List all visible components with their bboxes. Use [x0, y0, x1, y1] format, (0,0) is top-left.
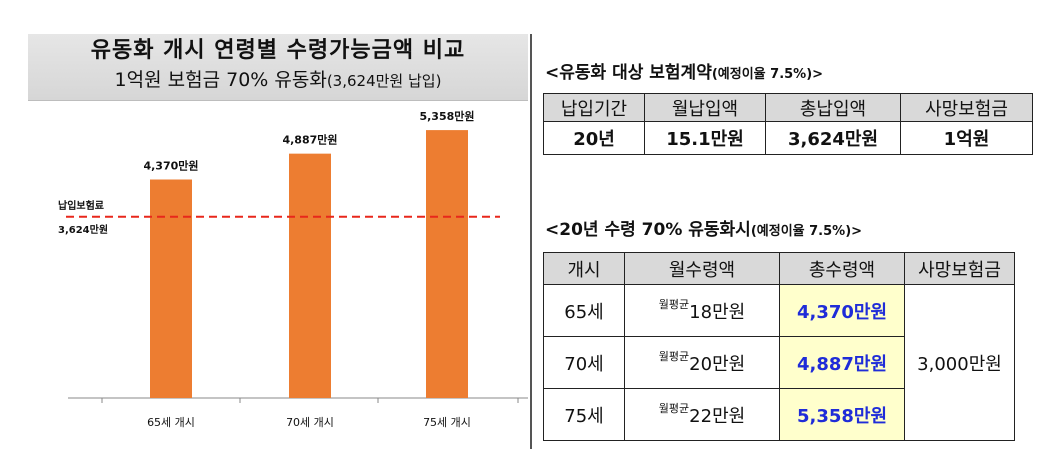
bar [150, 179, 192, 398]
table1-cell: 20년 [543, 121, 645, 155]
table1-row: 20년 15.1만원 3,624만원 1억원 [543, 121, 1033, 155]
table1-header-row: 납입기간 월납입액 총납입액 사망보험금 [543, 93, 1033, 122]
monthly-cell: 월평균22만원 [624, 388, 780, 441]
table1-title-main: <유동화 대상 보험계약 [545, 63, 712, 83]
table2-header: 월수령액 [624, 252, 780, 285]
age-cell: 75세 [543, 388, 625, 441]
monthly-amount: 18만원 [689, 301, 746, 323]
total-cell: 4,370만원 [779, 284, 905, 337]
total-cell: 4,887만원 [779, 336, 905, 389]
bar-data-label: 5,358만원 [419, 109, 474, 123]
table1-cell: 1억원 [900, 121, 1033, 155]
table1-header: 납입기간 [543, 93, 645, 122]
x-tick-label: 70세 개시 [286, 416, 334, 429]
chart-subtitle-small: (3,624만원 납입) [326, 72, 442, 90]
table1-cell: 3,624만원 [765, 121, 901, 155]
table1-title: <유동화 대상 보험계약(예정이율 7.5%)> [545, 58, 823, 83]
table2-header: 총수령액 [779, 252, 905, 285]
bar-chart: 4,370만원 65세 개시 4,887만원 70세 개시 5,358만원 75세 개시 납… [28, 100, 530, 449]
monthly-cell: 월평균20만원 [624, 336, 780, 389]
monthly-avg-prefix: 월평균 [658, 349, 690, 363]
chart-title: 유동화 개시 연령별 수령가능금액 비교 [90, 38, 466, 63]
panel-divider [530, 34, 532, 449]
table2-header: 개시 [543, 252, 625, 285]
x-tick-label: 65세 개시 [147, 416, 195, 429]
total-cell: 5,358만원 [779, 388, 905, 441]
bar [426, 130, 468, 398]
table2-row: 65세 월평균18만원 4,370만원 3,000만원 [543, 284, 1015, 441]
table2-title-small: (예정이율 7.5%)> [750, 224, 863, 239]
bar-chart-svg: 4,370만원 65세 개시 4,887만원 70세 개시 5,358만원 75세 개시 납… [58, 109, 528, 429]
table1-header: 총납입액 [765, 93, 901, 122]
table1-cell: 15.1만원 [644, 121, 766, 155]
insurance-contract-table: 납입기간 월납입액 총납입액 사망보험금 20년 15.1만원 3,624만원 … [543, 93, 1033, 155]
monthly-cell: 월평균18만원 [624, 284, 780, 337]
table2-header-row: 개시 월수령액 총수령액 사망보험금 [543, 252, 1015, 285]
reference-label: 납입보험료 [58, 199, 104, 212]
monthly-avg-prefix: 월평균 [658, 297, 690, 311]
chart-subtitle: 1억원 보험금 70% 유동화(3,624만원 납입) [28, 66, 528, 95]
bar-data-label: 4,370만원 [143, 159, 198, 173]
monthly-avg-prefix: 월평균 [658, 401, 690, 415]
age-cell: 65세 [543, 284, 625, 337]
table2-header: 사망보험금 [904, 252, 1015, 285]
payout-table: 개시 월수령액 총수령액 사망보험금 65세 월평균18만원 4,370만원 3… [543, 252, 1015, 441]
x-tick-label: 75세 개시 [423, 416, 471, 429]
monthly-amount: 20만원 [689, 353, 746, 375]
age-cell: 70세 [543, 336, 625, 389]
bar-data-label: 4,887만원 [282, 133, 337, 147]
table2-title-main: <20년 수령 70% 유동화시 [545, 220, 751, 240]
table1-header: 월납입액 [644, 93, 766, 122]
table2-row: 75세 월평균22만원 5,358만원 [543, 388, 1015, 441]
bar [289, 153, 331, 398]
reference-value-label: 3,624만원 [58, 223, 108, 236]
monthly-amount: 22만원 [689, 405, 746, 427]
table1-header: 사망보험금 [900, 93, 1033, 122]
table1-title-small: (예정이율 7.5%)> [711, 67, 824, 82]
table2-title: <20년 수령 70% 유동화시(예정이율 7.5%)> [545, 215, 862, 240]
chart-header: 유동화 개시 연령별 수령가능금액 비교 1억원 보험금 70% 유동화(3,6… [28, 34, 528, 101]
chart-subtitle-main: 1억원 보험금 70% 유동화 [114, 69, 327, 91]
death-benefit-cell: 3,000만원 [904, 284, 1015, 441]
